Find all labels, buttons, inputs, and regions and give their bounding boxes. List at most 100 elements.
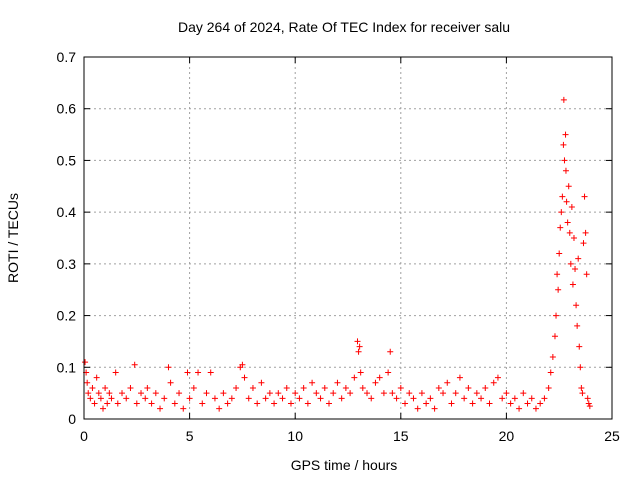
x-tick-label: 10 — [287, 428, 303, 444]
data-point — [368, 395, 375, 402]
data-point — [576, 343, 583, 350]
data-point — [108, 395, 115, 402]
data-point — [406, 390, 413, 397]
grid-lines — [84, 57, 612, 419]
y-tick-label: 0.2 — [57, 308, 77, 324]
data-points — [82, 96, 593, 412]
data-point — [216, 405, 223, 412]
data-point — [578, 384, 585, 391]
data-point — [560, 141, 567, 148]
x-tick-label: 0 — [80, 428, 88, 444]
data-point — [562, 167, 569, 174]
data-point — [461, 395, 468, 402]
data-point — [566, 229, 573, 236]
data-point — [397, 384, 404, 391]
x-tick-label: 15 — [393, 428, 409, 444]
data-point — [186, 395, 193, 402]
data-point — [309, 379, 316, 386]
data-point — [112, 369, 119, 376]
data-point — [537, 400, 544, 407]
data-point — [568, 203, 575, 210]
data-point — [167, 379, 174, 386]
data-point — [283, 384, 290, 391]
data-point — [233, 384, 240, 391]
data-point — [486, 400, 493, 407]
data-point — [245, 395, 252, 402]
y-tick-label: 0.3 — [57, 256, 77, 272]
x-tick-label: 5 — [186, 428, 194, 444]
data-point — [87, 395, 94, 402]
data-point — [171, 400, 178, 407]
data-point — [190, 384, 197, 391]
data-point — [547, 369, 554, 376]
data-point — [444, 379, 451, 386]
data-point — [549, 353, 556, 360]
data-point — [203, 390, 210, 397]
data-point — [583, 271, 590, 278]
data-point — [452, 390, 459, 397]
data-point — [271, 400, 278, 407]
data-point — [102, 384, 109, 391]
data-point — [184, 369, 191, 376]
data-point — [556, 250, 563, 257]
data-point — [354, 338, 361, 345]
data-point — [456, 374, 463, 381]
y-tick-label: 0.7 — [57, 49, 77, 65]
data-point — [427, 395, 434, 402]
x-tick-label: 20 — [499, 428, 515, 444]
data-point — [507, 400, 514, 407]
data-point — [511, 395, 518, 402]
data-point — [562, 131, 569, 138]
data-point — [85, 390, 92, 397]
data-point — [524, 400, 531, 407]
data-point — [304, 400, 311, 407]
data-point — [157, 405, 164, 412]
data-point — [414, 405, 421, 412]
data-point — [195, 369, 202, 376]
data-point — [321, 384, 328, 391]
data-point — [325, 400, 332, 407]
data-point — [296, 395, 303, 402]
data-point — [559, 193, 566, 200]
data-point — [148, 400, 155, 407]
data-point — [84, 379, 91, 386]
x-tick-label: 25 — [604, 428, 620, 444]
data-point — [573, 302, 580, 309]
data-point — [586, 403, 593, 410]
data-point — [393, 395, 400, 402]
data-point — [224, 400, 231, 407]
data-point — [211, 395, 218, 402]
data-point — [114, 400, 121, 407]
data-point — [423, 400, 430, 407]
data-point — [580, 240, 587, 247]
data-point — [577, 364, 584, 371]
data-point — [258, 379, 265, 386]
data-point — [254, 400, 261, 407]
data-point — [330, 390, 337, 397]
data-point — [387, 348, 394, 355]
data-point — [123, 395, 130, 402]
data-point — [165, 364, 172, 371]
data-point — [567, 260, 574, 267]
data-point — [207, 369, 214, 376]
data-point — [440, 390, 447, 397]
data-point — [435, 384, 442, 391]
data-point — [239, 361, 246, 368]
data-point — [279, 395, 286, 402]
data-point — [582, 229, 589, 236]
y-axis-title: ROTI / TECUs — [5, 193, 21, 283]
data-point — [347, 390, 354, 397]
data-point — [503, 390, 510, 397]
data-point — [574, 322, 581, 329]
data-point — [561, 157, 568, 164]
data-point — [478, 395, 485, 402]
data-point — [572, 266, 579, 273]
data-point — [292, 390, 299, 397]
data-point — [82, 359, 89, 366]
data-point — [93, 374, 100, 381]
data-point — [142, 395, 149, 402]
data-point — [560, 96, 567, 103]
data-point — [355, 348, 362, 355]
data-point — [119, 390, 126, 397]
